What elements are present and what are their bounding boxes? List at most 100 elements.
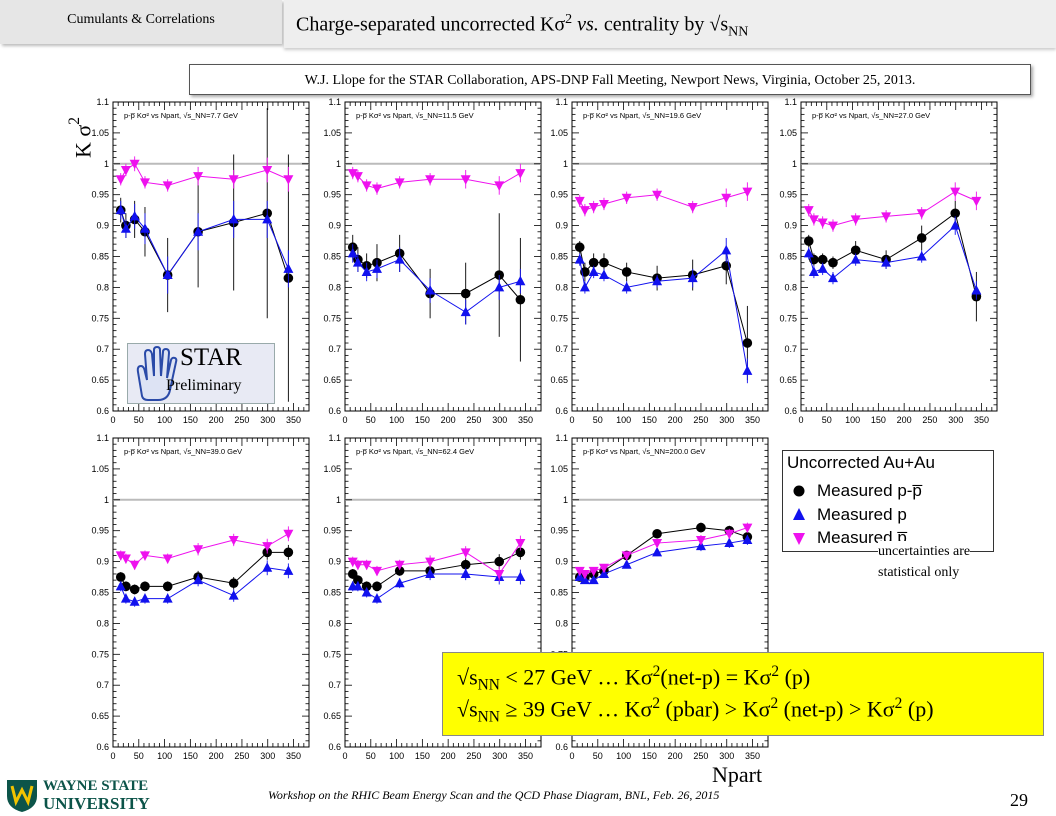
x-tick-label: 100: [157, 751, 172, 761]
x-tick-label: 200: [668, 751, 683, 761]
y-tick-label: 0.95: [91, 526, 109, 536]
title-bar: [284, 0, 1056, 48]
y-tick-label: 0.85: [779, 252, 797, 262]
point-pbar: [742, 187, 753, 198]
x-tick-label: 350: [518, 415, 533, 425]
x-tick-label: 150: [871, 415, 886, 425]
point-p: [371, 263, 382, 273]
c1-a: √s: [457, 664, 478, 690]
point-p: [425, 284, 436, 295]
y-tick-label: 1: [336, 495, 341, 505]
uncertainty-note: uncertainties are statistical only: [878, 541, 971, 583]
point-pbar: [228, 175, 239, 185]
y-tick-label: 0.8: [96, 618, 109, 628]
y-tick-label: 1.1: [96, 433, 109, 443]
uncertainty-note-line1: uncertainties are: [878, 544, 971, 559]
title-main: Charge-separated uncorrected K: [296, 13, 555, 36]
panel-title: p-p̅ Kσ² vs Npart, √s_NN=39.0 GeV: [124, 447, 242, 456]
point-pbar: [808, 215, 819, 225]
point-pbar: [139, 551, 150, 561]
x-tick-label: 250: [466, 751, 481, 761]
legend-label-netp: Measured p-p̅: [817, 481, 922, 500]
chart-panel-19p6: 0.6 0.65 0.7 0.75 0.8 0.85 0.9 0.95 1 1.05 1.1 0 50 1…: [550, 97, 769, 425]
x-tick-label: 0: [798, 415, 803, 425]
point-p: [120, 223, 131, 233]
y-tick-label: 0.6: [328, 406, 341, 416]
point-pbar: [394, 560, 405, 571]
y-tick-label: 0.9: [555, 557, 568, 567]
y-tick-label: 0.65: [323, 375, 341, 385]
y-tick-label: 0.9: [96, 557, 109, 567]
x-tick-label: 200: [441, 415, 456, 425]
point-pbar: [579, 569, 590, 580]
y-tick-label: 0.65: [91, 375, 109, 385]
y-tick-label: 0.7: [96, 680, 109, 690]
point-netp: [574, 242, 585, 253]
point-p: [394, 577, 405, 588]
y-tick-label: 0.85: [323, 588, 341, 598]
section-tab: Cumulants & Correlations: [0, 0, 282, 44]
point-p: [742, 534, 753, 544]
x-tick-label: 50: [822, 415, 832, 425]
x-tick-label: 0: [569, 415, 574, 425]
point-pbar: [574, 566, 585, 577]
x-tick-label: 0: [342, 751, 347, 761]
point-p: [579, 281, 590, 292]
x-tick-label: 100: [389, 751, 404, 761]
point-pbar: [193, 172, 204, 182]
title-sub: NN: [728, 24, 749, 40]
x-tick-label: 300: [719, 751, 734, 761]
y-tick-label: 0.85: [91, 588, 109, 598]
point-p: [494, 281, 505, 292]
point-p: [827, 272, 838, 283]
legend-entry-netp: Measured p-p̅: [787, 481, 922, 503]
point-pbar: [129, 159, 140, 170]
point-netp: [353, 575, 363, 585]
x-tick-label: 300: [260, 751, 275, 761]
y-tick-label: 1.1: [96, 97, 109, 107]
x-tick-label: 300: [948, 415, 963, 425]
point-p: [950, 220, 961, 230]
x-tick-label: 100: [845, 415, 860, 425]
point-pbar: [228, 535, 239, 546]
y-tick-label: 0.75: [323, 313, 341, 323]
y-tick-label: 1: [104, 495, 109, 505]
logo-line-1: WAYNE STATE: [43, 778, 149, 794]
y-tick-label: 1.05: [323, 128, 341, 138]
x-tick-label: 200: [897, 415, 912, 425]
point-p: [262, 562, 273, 572]
wsu-shield-icon: [7, 780, 37, 812]
point-pbar: [817, 218, 828, 229]
y-tick-label: 1.05: [91, 464, 109, 474]
y-tick-label: 1.1: [555, 433, 568, 443]
panel-title: p-p̅ Kσ² vs Npart, √s_NN=62.4 GeV: [356, 447, 474, 456]
star-hand-icon: [136, 346, 178, 401]
point-pbar: [494, 181, 505, 191]
point-p: [283, 565, 294, 575]
y-tick-label: 0.75: [91, 313, 109, 323]
y-tick-label: 1.05: [550, 464, 568, 474]
x-tick-label: 350: [286, 751, 301, 761]
c2-d: (net-p) > Kσ: [778, 696, 895, 722]
x-tick-label: 200: [209, 751, 224, 761]
point-netp: [494, 556, 505, 567]
point-pbar: [120, 165, 131, 176]
y-tick-label: 1: [563, 159, 568, 169]
point-p: [394, 254, 405, 264]
point-pbar: [162, 181, 173, 191]
y-tick-label: 0.6: [555, 406, 568, 416]
x-tick-label: 100: [157, 415, 172, 425]
x-tick-label: 50: [134, 415, 144, 425]
point-p: [283, 263, 294, 273]
point-netp: [515, 294, 526, 305]
point-pbar: [347, 557, 358, 568]
point-pbar: [361, 560, 372, 571]
page-number: 29: [1010, 790, 1028, 810]
c2-sup2: 2: [770, 695, 779, 712]
x-tick-label: 300: [492, 751, 507, 761]
title-sigma: σ: [554, 13, 566, 36]
y-tick-label: 1.05: [91, 128, 109, 138]
point-pbar: [687, 203, 698, 213]
point-pbar: [881, 212, 892, 222]
y-tick-label: 0.75: [323, 649, 341, 659]
